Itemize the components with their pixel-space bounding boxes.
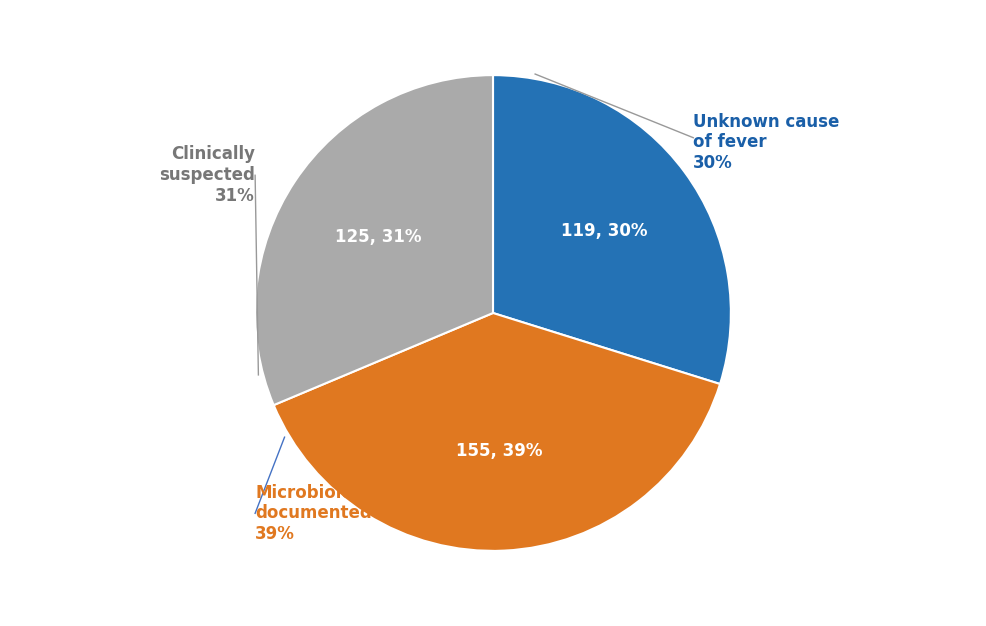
Text: Clinically
suspected
31%: Clinically suspected 31%: [160, 145, 255, 205]
Wedge shape: [255, 75, 493, 405]
Text: 125, 31%: 125, 31%: [335, 228, 421, 245]
Wedge shape: [493, 75, 731, 384]
Text: 155, 39%: 155, 39%: [457, 442, 542, 460]
Text: Microbiologically
documented
39%: Microbiologically documented 39%: [255, 483, 413, 543]
Text: Unknown cause
of fever
30%: Unknown cause of fever 30%: [693, 113, 840, 172]
Wedge shape: [274, 313, 720, 551]
Text: 119, 30%: 119, 30%: [561, 222, 648, 240]
